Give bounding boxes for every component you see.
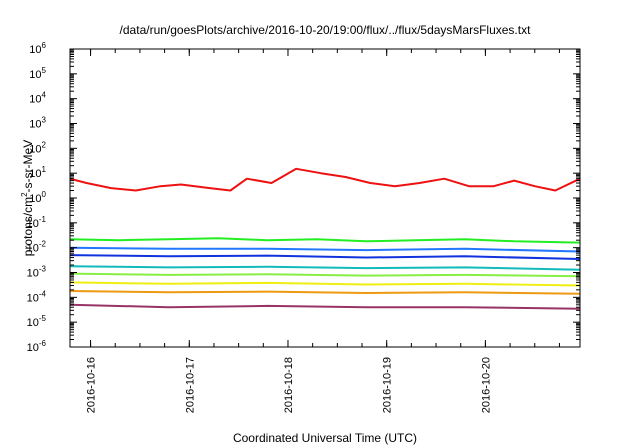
x-tick-label: 2016-10-19 — [382, 357, 394, 413]
series-line-4 — [69, 254, 581, 260]
chart-title: /data/run/goesPlots/archive/2016-10-20/1… — [120, 23, 532, 37]
y-tick-label: 105 — [29, 66, 46, 81]
series-line-1 — [69, 167, 581, 192]
y-tick-label: 101 — [29, 165, 46, 180]
y-tick-label: 10-1 — [27, 215, 47, 230]
series-layer — [69, 167, 581, 310]
series-line-3 — [69, 246, 581, 253]
plot-frame — [69, 48, 581, 348]
y-axis-label: protons/cm2-s-sr-MeV — [20, 140, 35, 256]
y-tick-label: 106 — [29, 41, 46, 56]
x-tick-label: 2016-10-20 — [480, 357, 492, 413]
series-line-2 — [69, 237, 581, 244]
series-line-7 — [69, 281, 581, 287]
y-tick-label: 104 — [29, 91, 46, 106]
y-tick-label: 10-3 — [27, 265, 47, 280]
series-line-6 — [69, 272, 581, 278]
y-tick-label: 10-4 — [27, 289, 47, 304]
series-line-8 — [69, 290, 581, 295]
y-tick-label: 10-5 — [27, 314, 47, 329]
x-tick-label: 2016-10-18 — [283, 357, 295, 413]
y-axis: 10-6 10-5 10-4 10-3 10-2 10-1 100 101 102 103 104 1… — [27, 41, 580, 354]
svg-text:protons/cm2-s-sr-MeV: protons/cm2-s-sr-MeV — [20, 140, 35, 256]
y-tick-label: 100 — [29, 190, 46, 205]
x-axis: 2016-10-16 2016-10-17 2016-10-18 2016-10-19… — [86, 49, 560, 413]
y-tick-label: 10-2 — [27, 240, 47, 255]
series-line-9 — [69, 303, 581, 310]
series-line-5 — [69, 265, 581, 271]
y-tick-label: 102 — [29, 140, 46, 155]
x-tick-label: 2016-10-16 — [86, 357, 98, 413]
y-tick-label: 103 — [29, 116, 46, 131]
x-tick-label: 2016-10-17 — [184, 357, 196, 413]
y-tick-label: 10-6 — [27, 339, 47, 354]
x-axis-label: Coordinated Universal Time (UTC) — [233, 431, 417, 445]
